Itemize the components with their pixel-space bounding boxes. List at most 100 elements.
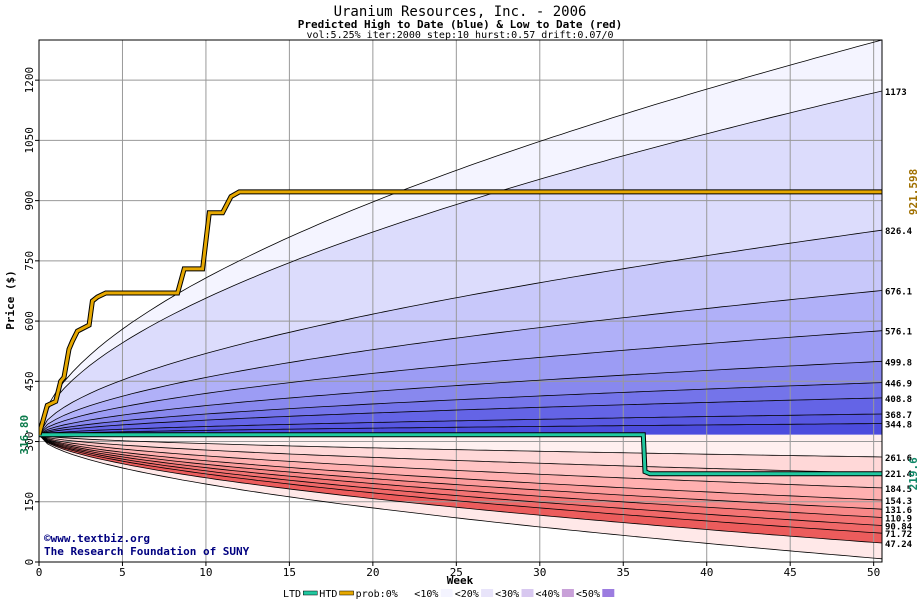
lower-band-9 — [39, 434, 882, 559]
x-tick-label: 35 — [617, 566, 630, 579]
legend-label: <50% — [576, 589, 600, 600]
x-tick-label: 5 — [119, 566, 126, 579]
percentile-line — [39, 434, 882, 458]
end-value-label: 221.4 — [885, 470, 913, 480]
percentile-line — [39, 423, 882, 436]
x-tick-label: 20 — [366, 566, 379, 579]
upper-band-3 — [39, 290, 882, 435]
percentile-line — [39, 434, 882, 510]
x-axis-label: Week — [447, 574, 474, 587]
end-value-label: 826.4 — [885, 227, 913, 237]
x-tick-label: 10 — [199, 566, 212, 579]
lower-band-5 — [39, 434, 882, 518]
legend-swatch — [440, 589, 453, 597]
percentile-line — [39, 90, 882, 435]
y-tick-label: 150 — [23, 492, 36, 512]
chart-params: vol:5.25% iter:2000 step:10 hurst:0.57 d… — [306, 30, 613, 41]
axes: 0 5 10 15 20 25 30 35 40 45 50 0 150 300 450 600 750 900 1… — [18, 67, 920, 579]
end-value-label: 184.5 — [885, 485, 912, 495]
y-axis-label: Price ($) — [4, 270, 17, 330]
legend-label: <40% — [536, 589, 560, 600]
lower-band-1 — [39, 434, 882, 474]
percentile-line — [39, 434, 882, 526]
percentile-line — [39, 434, 882, 474]
end-value-label: 408.8 — [885, 395, 912, 405]
percentile-line — [39, 382, 882, 436]
percentile-line — [39, 413, 882, 436]
y-tick-label: 1200 — [23, 67, 36, 94]
x-tick-label: 40 — [700, 566, 713, 579]
end-value-label: 344.8 — [885, 421, 912, 431]
start-value-label: 316.80 — [18, 415, 31, 455]
upper-band-1 — [39, 91, 882, 435]
y-tick-label: 600 — [23, 311, 36, 331]
percentile-line — [39, 330, 882, 436]
htd-line — [39, 190, 882, 436]
upper-band-4 — [39, 330, 882, 435]
end-value-label: 446.9 — [885, 380, 912, 390]
upper-band-0 — [39, 40, 882, 435]
end-value-label: 368.7 — [885, 411, 912, 421]
end-value-label: 261.6 — [885, 454, 912, 464]
x-tick-label: 30 — [533, 566, 546, 579]
upper-band-5 — [39, 361, 882, 435]
percentile-line — [39, 434, 882, 518]
lower-band-3 — [39, 434, 882, 500]
end-value-label: 131.6 — [885, 506, 912, 516]
legend-swatch-htd — [339, 590, 354, 596]
y-tick-label: 900 — [23, 191, 36, 211]
end-value-label: 71.72 — [885, 530, 912, 540]
percentile-line — [39, 434, 882, 489]
percentile-line — [39, 434, 882, 534]
ltd-end-label: 219.6 — [907, 457, 920, 490]
legend-label: HTD — [319, 589, 337, 600]
percentile-line — [39, 434, 882, 544]
legend-swatch — [561, 589, 574, 597]
legend-swatch-ltd — [303, 590, 318, 596]
legend-swatch — [521, 589, 534, 597]
probability-bands — [39, 40, 882, 559]
chart-subtitle: Predicted High to Date (blue) & Low to D… — [298, 18, 623, 31]
watermark-line2: The Research Foundation of SUNY — [44, 545, 250, 558]
lower-band-7 — [39, 434, 882, 534]
x-tick-label: 0 — [36, 566, 43, 579]
legend: LTD HTD prob:0% <10% <20% <30% <40% <50% — [283, 589, 615, 600]
watermark-line1: ©www.textbiz.org — [44, 532, 150, 545]
y-tick-label: 300 — [23, 432, 36, 452]
upper-band-6 — [39, 382, 882, 435]
y-tick-label: 1050 — [23, 127, 36, 154]
lower-band-0 — [39, 434, 882, 457]
x-tick-label: 15 — [283, 566, 296, 579]
end-value-label: 1173 — [885, 88, 907, 98]
percentile-line — [39, 434, 882, 501]
legend-label: LTD — [283, 589, 301, 600]
x-tick-label: 45 — [784, 566, 797, 579]
series-lines — [39, 40, 882, 560]
percentile-line — [39, 290, 882, 436]
end-value-label: 110.9 — [885, 514, 912, 524]
legend-label: prob:0% — [356, 589, 398, 600]
x-tick-label: 25 — [450, 566, 463, 579]
chart-title: Uranium Resources, Inc. - 2006 — [334, 4, 587, 20]
lower-band-6 — [39, 434, 882, 526]
ltd-line — [39, 433, 882, 476]
percentile-line — [39, 434, 882, 560]
legend-label: <30% — [495, 589, 519, 600]
x-tick-label: 50 — [867, 566, 880, 579]
end-value-label: 499.8 — [885, 358, 912, 368]
legend-swatch — [602, 589, 615, 597]
end-value-label: 90.84 — [885, 523, 913, 533]
percentile-line — [39, 229, 882, 435]
y-tick-label: 750 — [23, 251, 36, 271]
lower-band-8 — [39, 434, 882, 543]
legend-swatch — [481, 589, 494, 597]
upper-band-7 — [39, 397, 882, 435]
upper-band-2 — [39, 230, 882, 435]
plot-frame — [38, 39, 883, 563]
upper-band-9 — [39, 423, 882, 435]
percentile-line — [39, 397, 882, 436]
legend-label: <10% — [414, 589, 438, 600]
end-value-label: 676.1 — [885, 288, 912, 298]
end-value-label: 154.3 — [885, 497, 912, 507]
